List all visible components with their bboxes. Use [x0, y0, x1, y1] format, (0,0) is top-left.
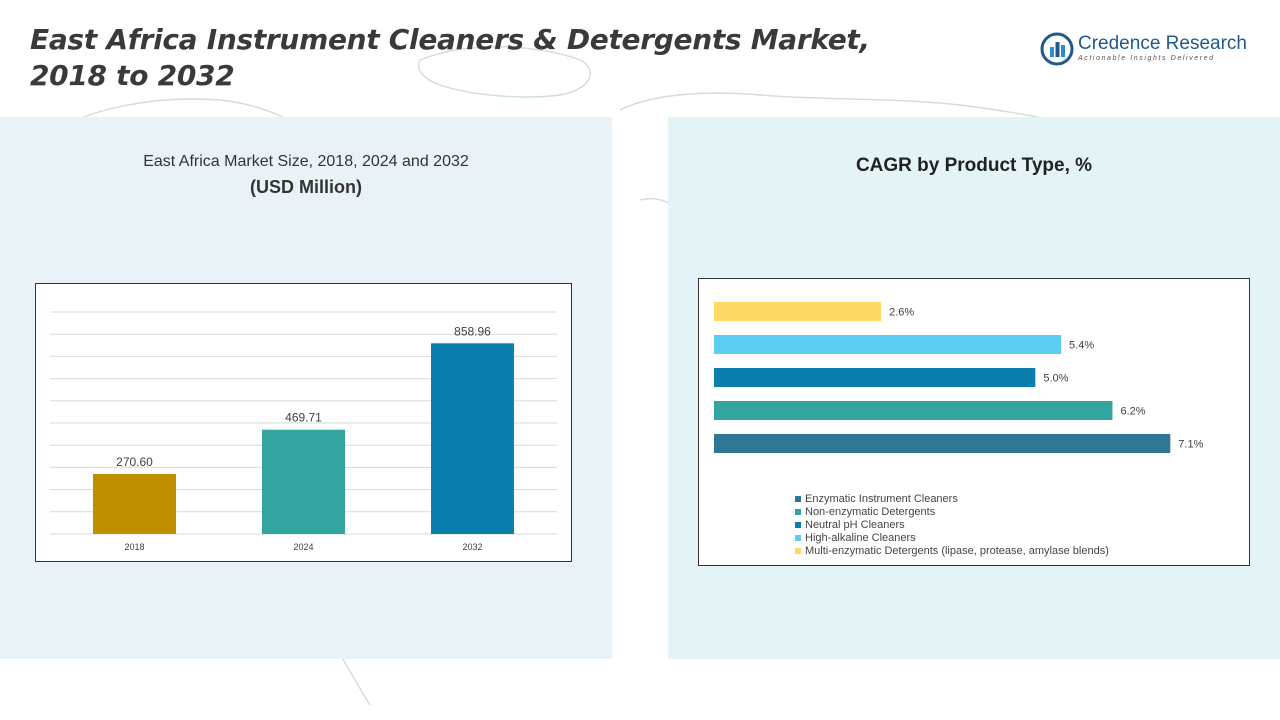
data-label-2032: 858.96: [454, 324, 491, 338]
page-title: East Africa Instrument Cleaners & Deterg…: [30, 22, 870, 94]
legend-swatch: [795, 534, 801, 541]
legend-label: Non-enzymatic Detergents: [805, 505, 936, 518]
x-tick-label-2032: 2032: [462, 542, 482, 552]
hbar-data-label-1: 2.6%: [889, 307, 914, 319]
bar-2018: [93, 473, 176, 534]
cagr-chart-svg: 2.6% 5.4% 5.0% 6.2% 7.1%: [714, 302, 1204, 453]
legend-label: Multi-enzymatic Detergents (lipase, prot…: [805, 544, 1109, 557]
legend-swatch: [795, 547, 801, 554]
hbar-data-label-3: 5.0%: [1043, 373, 1068, 385]
cagr-chart-title: CAGR by Product Type, %: [855, 155, 1093, 176]
market-size-chart-unit: (USD Million): [250, 177, 362, 197]
legend-swatch: [795, 508, 801, 515]
bar-2024: [262, 429, 345, 534]
page-title-line1: East Africa Instrument Cleaners & Deterg…: [30, 23, 870, 56]
market-size-chart-svg: 270.60 2018 469.71 2024 858.96 2032: [50, 311, 557, 552]
cagr-legend: Enzymatic Instrument Cleaners Non-enzymat…: [795, 492, 1109, 557]
legend-item-5: Multi-enzymatic Detergents (lipase, prot…: [795, 544, 1109, 557]
hbar-data-label-5: 7.1%: [1178, 439, 1203, 451]
legend-swatch: [795, 495, 801, 502]
legend-swatch: [795, 521, 801, 528]
legend-label: High-alkaline Cleaners: [805, 531, 916, 544]
hbar-data-label-4: 6.2%: [1120, 406, 1145, 418]
data-label-2018: 270.60: [116, 455, 153, 469]
hbar-2: [714, 335, 1062, 354]
logo-tagline: Actionable Insights Delivered: [1078, 55, 1215, 62]
cagr-chart: 2.6% 5.4% 5.0% 6.2% 7.1%: [698, 278, 1250, 566]
hbar-1: [714, 302, 882, 321]
hbar-3: [714, 368, 1036, 387]
hbar-data-label-2: 5.4%: [1069, 340, 1094, 352]
x-tick-label-2018: 2018: [124, 542, 144, 552]
bar-2032: [431, 343, 514, 534]
logo-mark-icon: [1040, 32, 1074, 66]
x-tick-label-2024: 2024: [293, 542, 313, 552]
market-size-chart-title: East Africa Market Size, 2018, 2024 and …: [143, 153, 469, 170]
page-title-line2: 2018 to 2032: [30, 59, 235, 92]
hbar-4: [714, 401, 1113, 420]
legend-label: Enzymatic Instrument Cleaners: [805, 492, 958, 505]
hbar-5: [714, 434, 1171, 453]
legend-label: Neutral pH Cleaners: [805, 518, 905, 531]
legend-item-3: Neutral pH Cleaners: [795, 518, 1109, 531]
legend-item-2: Non-enzymatic Detergents: [795, 505, 1109, 518]
legend-item-4: High-alkaline Cleaners: [795, 531, 1109, 544]
data-label-2024: 469.71: [285, 411, 322, 425]
market-size-chart: 270.60 2018 469.71 2024 858.96 2032: [35, 283, 572, 562]
logo-name: Credence Research: [1078, 33, 1247, 54]
credence-research-logo: Credence Research Actionable Insights De…: [1040, 32, 1260, 68]
legend-item-1: Enzymatic Instrument Cleaners: [795, 492, 1109, 505]
